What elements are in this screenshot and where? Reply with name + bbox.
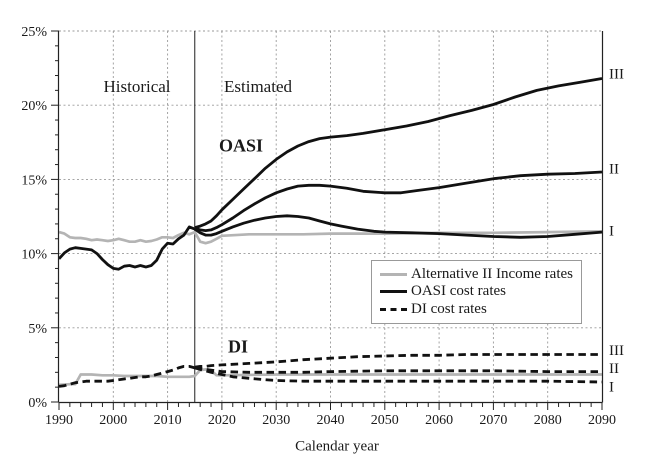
x-tick-label: 2020 — [208, 413, 236, 428]
x-tick-label: 2070 — [479, 413, 507, 428]
series-di-cost-I — [194, 366, 603, 384]
y-tick-label: 10% — [21, 248, 47, 263]
y-tick-label: 0% — [28, 396, 47, 411]
x-tick-label: 2060 — [425, 413, 453, 428]
annotation-di: DI — [227, 336, 249, 357]
line-label-oasi-II: II — [609, 161, 619, 177]
line-label-di-I: I — [609, 379, 614, 395]
legend: Alternative II Income rates OASI cost ra… — [371, 260, 582, 324]
x-tick-label: 2040 — [317, 413, 345, 428]
annotation-oasi: OASI — [218, 135, 264, 156]
series-oasi-cost-II — [194, 170, 603, 233]
y-tick-label: 25% — [21, 25, 47, 40]
series-alt2-income-oasi — [58, 229, 603, 245]
series-oasi-cost-I — [194, 214, 603, 239]
series-oasi-cost-III — [194, 77, 603, 229]
series-di-cost-historical — [58, 364, 196, 388]
legend-entry-di: DI cost rates — [380, 301, 573, 318]
series-di-cost-III — [194, 353, 602, 369]
x-tick-label: 2050 — [371, 413, 399, 428]
x-tick-label: 2030 — [262, 413, 290, 428]
legend-swatch-income-line — [380, 273, 407, 277]
x-tick-label: 2010 — [154, 413, 182, 428]
y-tick-label: 5% — [28, 322, 47, 337]
legend-label-income: Alternative II Income rates — [411, 266, 574, 283]
x-tick-label: 2000 — [99, 413, 127, 428]
legend-swatch-oasi-line — [380, 290, 407, 294]
line-label-oasi-I: I — [609, 224, 614, 240]
line-label-di-II: II — [609, 361, 619, 377]
legend-entry-income: Alternative II Income rates — [380, 266, 573, 283]
series-alt2-income-di — [58, 368, 602, 387]
y-tick-label: 20% — [21, 99, 47, 114]
line-label-di-III: III — [609, 343, 624, 359]
x-tick-label: 2080 — [534, 413, 562, 428]
legend-swatch-di-line — [380, 307, 407, 311]
x-tick-label: 2090 — [588, 413, 616, 428]
legend-entry-oasi: OASI cost rates — [380, 283, 573, 300]
legend-label-di: DI cost rates — [411, 300, 487, 317]
y-tick-label: 15% — [21, 173, 47, 188]
x-axis-title: Calendar year — [295, 438, 379, 455]
series-oasi-cost-historical — [57, 225, 196, 271]
series-di-cost-II — [194, 366, 602, 374]
line-label-oasi-III: III — [609, 66, 624, 82]
annotation-historical: Historical — [103, 77, 171, 96]
annotation-estimated: Estimated — [224, 77, 292, 96]
x-tick-label: 1990 — [45, 413, 73, 428]
legend-label-oasi: OASI cost rates — [411, 283, 506, 300]
